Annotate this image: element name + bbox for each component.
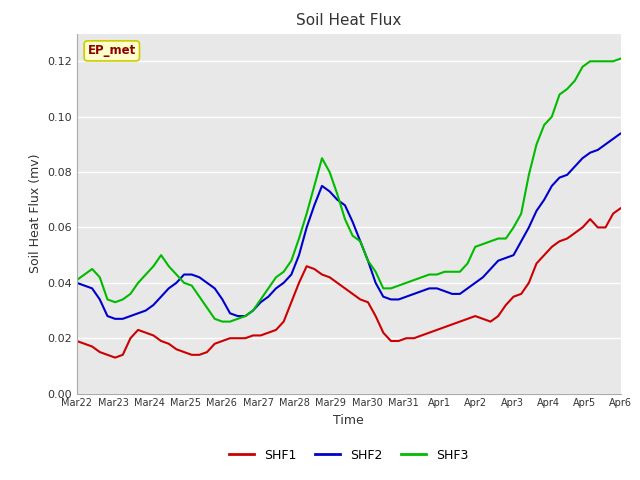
SHF2	[157, 294, 165, 300]
SHF3	[218, 319, 226, 324]
SHF3	[150, 264, 157, 269]
SHF3	[617, 56, 625, 61]
SHF1	[111, 355, 119, 360]
SHF3	[73, 277, 81, 283]
SHF2	[73, 280, 81, 286]
Line: SHF2: SHF2	[77, 133, 621, 319]
SHF1	[264, 330, 272, 336]
Legend: SHF1, SHF2, SHF3: SHF1, SHF2, SHF3	[224, 444, 474, 467]
Line: SHF1: SHF1	[77, 208, 621, 358]
SHF2	[449, 291, 456, 297]
SHF3	[387, 286, 395, 291]
SHF1	[449, 322, 456, 327]
SHF1	[73, 338, 81, 344]
Line: SHF3: SHF3	[77, 59, 621, 322]
SHF2	[111, 316, 119, 322]
SHF3	[449, 269, 456, 275]
SHF3	[204, 305, 211, 311]
SHF2	[617, 131, 625, 136]
SHF1	[617, 205, 625, 211]
SHF1	[426, 330, 433, 336]
SHF1	[387, 338, 395, 344]
X-axis label: Time: Time	[333, 414, 364, 427]
SHF2	[387, 297, 395, 302]
SHF2	[264, 294, 272, 300]
SHF2	[426, 286, 433, 291]
Y-axis label: Soil Heat Flux (mv): Soil Heat Flux (mv)	[29, 154, 42, 273]
SHF3	[426, 272, 433, 277]
SHF3	[264, 286, 272, 291]
Text: EP_met: EP_met	[88, 44, 136, 58]
SHF2	[211, 286, 218, 291]
Title: Soil Heat Flux: Soil Heat Flux	[296, 13, 401, 28]
SHF1	[211, 341, 218, 347]
SHF1	[157, 338, 165, 344]
